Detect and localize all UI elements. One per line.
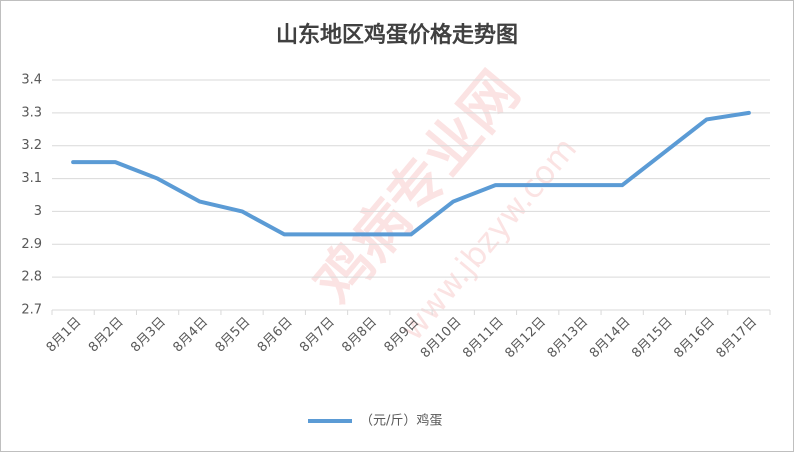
y-tick-label: 3.2 (21, 138, 42, 153)
y-tick-label: 3.4 (21, 73, 42, 88)
y-tick-label: 2.9 (21, 237, 42, 252)
y-tick-label: 3.3 (21, 105, 42, 120)
legend-label: （元/斤）鸡蛋 (360, 413, 442, 429)
chart-title: 山东地区鸡蛋价格走势图 (276, 22, 518, 48)
y-tick-label: 2.7 (21, 303, 42, 318)
data-line (71, 110, 751, 237)
y-tick-label: 3.1 (21, 171, 42, 186)
y-tick-label: 3 (34, 204, 42, 219)
y-tick-label: 2.8 (21, 270, 42, 285)
